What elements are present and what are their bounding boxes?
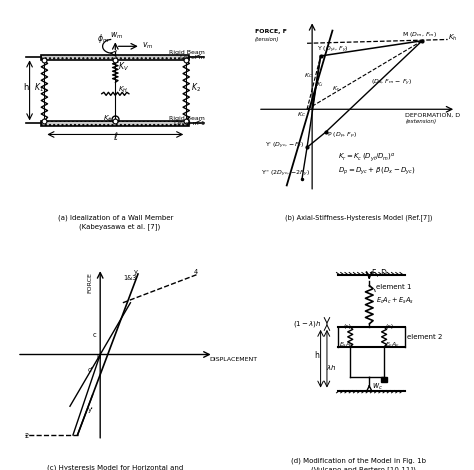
Text: Rigid Beam: Rigid Beam xyxy=(169,116,205,120)
Text: $K_i$: $K_i$ xyxy=(316,80,323,89)
Text: $\lambda h$: $\lambda h$ xyxy=(326,363,337,372)
Text: 0: 0 xyxy=(96,354,101,360)
Text: $K_C$: $K_C$ xyxy=(304,71,313,80)
Text: M ($D_m$, $F_m$): M ($D_m$, $F_m$) xyxy=(402,30,437,39)
Text: element 2: element 2 xyxy=(407,334,443,340)
Text: c: c xyxy=(92,332,96,338)
Text: h: h xyxy=(23,83,28,92)
Text: $K_2$: $K_2$ xyxy=(191,81,201,94)
Text: $K_H$: $K_H$ xyxy=(118,85,128,95)
Text: $K_1$: $K_1$ xyxy=(34,81,44,94)
Text: Y' ($D_{yc}$, $-F_y$): Y' ($D_{yc}$, $-F_y$) xyxy=(264,141,304,151)
Text: DISPLACEMENT: DISPLACEMENT xyxy=(209,357,257,362)
Text: $K_V$: $K_V$ xyxy=(118,61,129,73)
Bar xyxy=(41,55,190,60)
Text: $K_C$: $K_C$ xyxy=(297,110,306,118)
Text: Level m-1: Level m-1 xyxy=(174,121,205,126)
Text: $\phi_m$: $\phi_m$ xyxy=(97,32,109,45)
Text: $v_m$: $v_m$ xyxy=(142,40,153,51)
Text: c': c' xyxy=(88,367,93,373)
Text: $E_cA_c$: $E_cA_c$ xyxy=(385,340,400,349)
Text: $w_c$: $w_c$ xyxy=(373,381,383,392)
Text: 1&3: 1&3 xyxy=(123,275,136,281)
Text: h: h xyxy=(314,351,319,360)
Text: $K_r$: $K_r$ xyxy=(332,84,341,93)
Text: (c): (c) xyxy=(385,324,393,329)
Text: DEFORMATION, D: DEFORMATION, D xyxy=(405,113,460,118)
Text: $E_cA_c+E_sA_s$: $E_cA_c+E_sA_s$ xyxy=(375,295,414,306)
Text: $K_\phi$: $K_\phi$ xyxy=(102,113,112,125)
Text: ($D_x$, $F_m$ $-$ $F_y$): ($D_x$, $F_m$ $-$ $F_y$) xyxy=(372,78,413,88)
Text: (a) Idealization of a Wall Member
    (Kabeyasawa et al. [7]): (a) Idealization of a Wall Member (Kabey… xyxy=(58,215,173,230)
Text: Level m: Level m xyxy=(180,55,205,60)
Text: P ($D_p$, $F_p$): P ($D_p$, $F_p$) xyxy=(328,131,358,141)
Text: (b) Axial-Stiffness-Hysteresis Model (Ref.[7]): (b) Axial-Stiffness-Hysteresis Model (Re… xyxy=(285,215,432,221)
Text: (d) Modification of the Model in Fig. 1b
    (Vulcano and Bertero [10-11]): (d) Modification of the Model in Fig. 1b… xyxy=(291,457,426,470)
Text: $\ell$: $\ell$ xyxy=(112,130,118,142)
Text: Rigid Beam: Rigid Beam xyxy=(169,49,205,55)
Text: $E_sA_s$: $E_sA_s$ xyxy=(338,340,354,349)
Text: $K_h$: $K_h$ xyxy=(447,32,457,43)
Text: 2: 2 xyxy=(25,433,29,439)
Text: (tension): (tension) xyxy=(255,37,279,42)
Text: FORCE: FORCE xyxy=(88,272,92,292)
Text: Y'' ($2D_{yc}$, $-2F_y$): Y'' ($2D_{yc}$, $-2F_y$) xyxy=(261,169,310,179)
Text: element 1: element 1 xyxy=(375,283,411,290)
Text: y: y xyxy=(134,269,137,275)
Text: FORCE, F: FORCE, F xyxy=(255,29,286,34)
Text: $D_p = D_{yc} + \beta\,(D_x - D_{yc})$: $D_p = D_{yc} + \beta\,(D_x - D_{yc})$ xyxy=(337,165,415,177)
Bar xyxy=(41,121,190,126)
Text: 4: 4 xyxy=(194,269,198,275)
Text: (c) Hysteresis Model for Horizontal and
    Rotational Springs in Fig. 1a (Ref. : (c) Hysteresis Model for Horizontal and … xyxy=(46,465,185,470)
Text: (extension): (extension) xyxy=(405,119,437,124)
Bar xyxy=(381,377,387,382)
Text: (s): (s) xyxy=(344,324,352,329)
Text: Y ($D_{yt}$, $F_y$): Y ($D_{yt}$, $F_y$) xyxy=(317,45,349,55)
Text: $K_r = K_c\,(D_{yt}/D_m)^\alpha$: $K_r = K_c\,(D_{yt}/D_m)^\alpha$ xyxy=(337,152,395,164)
Text: F, D: F, D xyxy=(373,268,387,277)
Text: $(1-\lambda)h$: $(1-\lambda)h$ xyxy=(293,319,322,329)
Text: $w_m$: $w_m$ xyxy=(110,31,123,41)
Text: y': y' xyxy=(88,407,94,413)
